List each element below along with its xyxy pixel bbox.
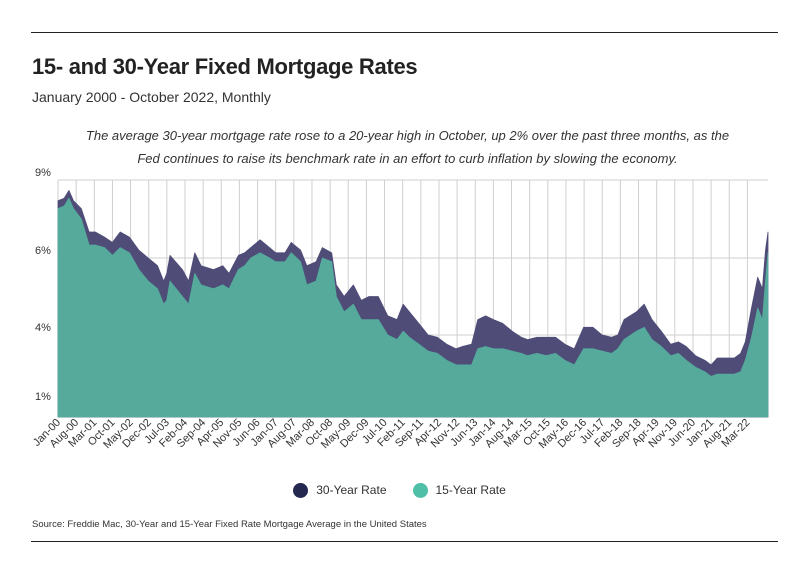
chart-subtitle: January 2000 - October 2022, Monthly xyxy=(32,89,271,105)
area-15-year-rate xyxy=(57,197,769,418)
legend-label-15-year: 15-Year Rate xyxy=(435,483,506,497)
chart-title: 15- and 30-Year Fixed Mortgage Rates xyxy=(32,54,418,79)
y-tick-label: 1% xyxy=(35,391,51,403)
chart-legend: 30-Year Rate 15-Year Rate xyxy=(0,481,799,499)
chart-annotation: The average 30-year mortgage rate rose t… xyxy=(85,128,730,166)
y-tick-label: 6% xyxy=(35,245,51,257)
chart-areas xyxy=(57,190,769,418)
legend-item-15-year: 15-Year Rate xyxy=(412,482,506,498)
y-tick-label: 4% xyxy=(35,322,51,334)
legend-swatch-30-year xyxy=(293,482,309,498)
x-axis: Jan-00Aug-00Mar-01Oct-01May-02Dec-02Jul-… xyxy=(31,417,753,451)
source-note: Source: Freddie Mac, 30-Year and 15-Year… xyxy=(32,519,427,530)
legend-label-30-year: 30-Year Rate xyxy=(316,483,387,497)
legend-item-30-year: 30-Year Rate xyxy=(293,482,387,498)
top-rule xyxy=(31,32,778,33)
legend-swatch-15-year xyxy=(412,482,428,498)
y-axis: 1% 4% 6% 9% xyxy=(35,167,51,403)
y-tick-label: 9% xyxy=(35,167,51,179)
bottom-rule xyxy=(31,541,778,542)
